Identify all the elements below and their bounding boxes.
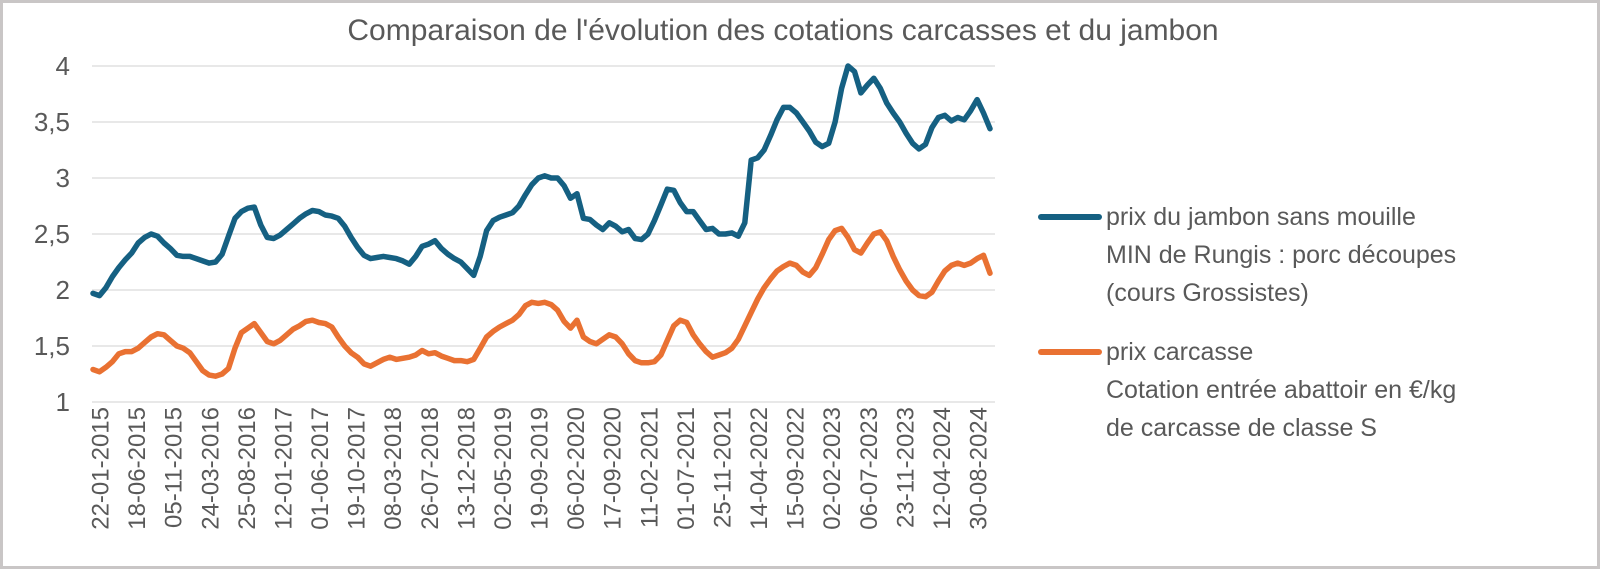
y-axis-tick-label: 3,5: [34, 107, 70, 137]
y-axis-tick-label: 2: [56, 275, 70, 305]
series-line-jambon: [90, 63, 993, 299]
legend-label-carcasse-line1: prix carcasse: [1106, 338, 1253, 366]
x-axis-tick-label: 12-04-2024: [929, 407, 956, 530]
x-axis-tick-label: 19-10-2017: [344, 407, 371, 530]
y-axis-tick-label: 1: [56, 387, 70, 417]
x-axis-tick-label: 22-01-2015: [88, 407, 115, 530]
x-axis-tick-label: 15-09-2022: [783, 407, 810, 530]
x-axis-tick-label: 14-04-2022: [746, 407, 773, 530]
x-axis-tick-label: 12-01-2017: [270, 407, 297, 530]
y-axis-labels: 4 3,5 3 2,5 2 1,5 1: [34, 51, 70, 417]
x-axis-tick-label: 06-02-2020: [563, 407, 590, 530]
x-axis-tick-label: 01-07-2021: [673, 407, 700, 530]
legend-label-carcasse-line2: Cotation entrée abattoir en €/kg: [1106, 376, 1456, 404]
x-axis-tick-label: 24-03-2016: [197, 407, 224, 530]
x-axis-tick-label: 06-07-2023: [856, 407, 883, 530]
x-axis-tick-label: 01-06-2017: [307, 407, 334, 530]
gridlines: [92, 65, 995, 403]
legend: prix du jambon sans mouille MIN de Rungi…: [1038, 203, 1456, 442]
x-axis-tick-label: 13-12-2018: [453, 407, 480, 530]
legend-label-jambon-line3: (cours Grossistes): [1106, 279, 1309, 307]
y-axis-tick-label: 4: [56, 51, 70, 81]
x-axis-tick-label: 30-08-2024: [966, 407, 993, 530]
x-axis-labels: 22-01-2015 18-06-2015 05-11-2015 24-03-2016…: [88, 407, 993, 530]
x-axis-tick-label: 26-07-2018: [417, 407, 444, 530]
y-axis-tick-label: 1,5: [34, 331, 70, 361]
x-axis-tick-label: 18-06-2015: [124, 407, 151, 530]
x-axis-tick-label: 05-11-2015: [161, 407, 188, 528]
series-lines: [90, 63, 993, 379]
legend-label-jambon-line1: prix du jambon sans mouille: [1106, 203, 1416, 231]
x-axis-tick-label: 25-11-2021: [709, 407, 736, 528]
y-axis-tick-label: 2,5: [34, 219, 70, 249]
y-axis-tick-label: 3: [56, 163, 70, 193]
x-axis-tick-label: 25-08-2016: [234, 407, 261, 530]
x-axis-tick-label: 17-09-2020: [600, 407, 627, 530]
x-axis-tick-label: 23-11-2023: [892, 407, 919, 528]
x-axis-tick-label: 19-09-2019: [527, 407, 554, 530]
legend-label-carcasse-line3: de carcasse de classe S: [1106, 414, 1377, 442]
series-line-carcasse: [90, 225, 993, 379]
legend-label-jambon-line2: MIN de Rungis : porc découpes: [1106, 241, 1456, 269]
x-axis-tick-label: 08-03-2018: [380, 407, 407, 530]
x-axis-tick-label: 11-02-2021: [636, 407, 663, 528]
x-axis-tick-label: 02-02-2023: [819, 407, 846, 530]
chart-title: Comparaison de l'évolution des cotations…: [347, 14, 1218, 47]
x-axis-tick-label: 02-05-2019: [490, 407, 517, 530]
